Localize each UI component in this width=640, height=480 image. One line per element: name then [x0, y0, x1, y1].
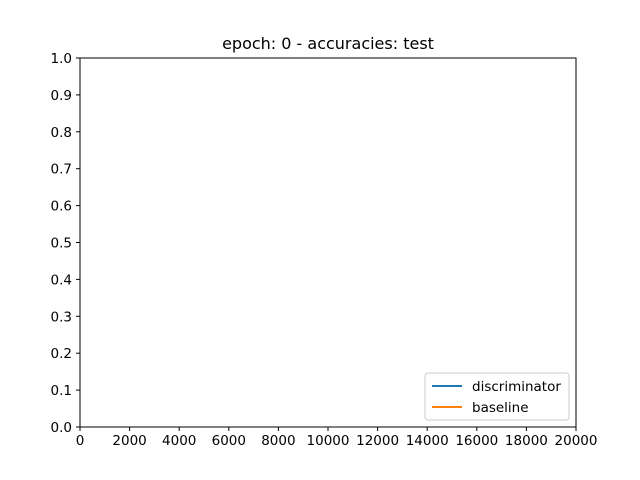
plot-frame: [79, 57, 577, 428]
y-tick-label: 1.0: [51, 51, 72, 67]
x-axis: 0 2000 4000 6000 8000 10000 12000 14000 16000 180…: [76, 427, 598, 449]
chart-title: epoch: 0 - accuracies: test: [222, 34, 434, 53]
y-tick-label: 0.6: [51, 199, 72, 215]
x-tick-label: 18000: [505, 433, 548, 449]
y-tick-label: 0.8: [51, 125, 72, 141]
y-tick-label: 0.0: [51, 420, 72, 436]
x-tick-label: 16000: [455, 433, 498, 449]
y-tick-label: 0.7: [51, 162, 72, 178]
y-tick-label: 0.2: [51, 346, 72, 362]
plot-area: [79, 57, 577, 428]
x-tick-label: 10000: [307, 433, 350, 449]
x-tick-label: 2000: [112, 433, 146, 449]
x-tick-label: 20000: [555, 433, 598, 449]
x-tick-label: 8000: [261, 433, 295, 449]
legend: discriminator baseline: [424, 372, 570, 421]
legend-box: [424, 372, 570, 421]
legend-label-baseline: baseline: [472, 400, 529, 416]
legend-label-discriminator: discriminator: [472, 379, 561, 395]
x-tick-label: 6000: [212, 433, 246, 449]
x-tick-label: 12000: [356, 433, 399, 449]
x-tick-label: 0: [76, 433, 85, 449]
y-tick-label: 0.3: [51, 309, 72, 325]
y-axis: 0.0 0.1 0.2 0.3 0.4 0.5 0.6 0.7 0.8 0.9 1.0: [51, 51, 80, 436]
y-tick-label: 0.5: [51, 236, 72, 252]
x-tick-label: 4000: [162, 433, 196, 449]
y-tick-label: 0.1: [51, 383, 72, 399]
y-tick-label: 0.9: [51, 88, 72, 104]
x-tick-label: 14000: [406, 433, 449, 449]
y-tick-label: 0.4: [51, 272, 72, 288]
